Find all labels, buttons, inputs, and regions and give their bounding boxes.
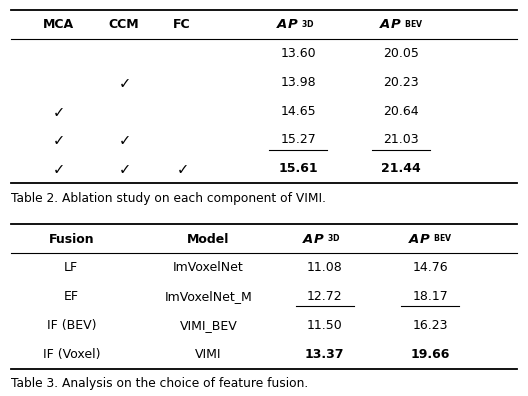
Text: 11.08: 11.08 [307, 261, 343, 274]
Text: Fusion: Fusion [49, 233, 94, 246]
Text: 20.05: 20.05 [383, 47, 419, 60]
Text: $\mathbfit{A}\mathbfit{P}$: $\mathbfit{A}\mathbfit{P}$ [379, 19, 401, 31]
Text: 21.03: 21.03 [383, 133, 419, 147]
Text: 13.37: 13.37 [305, 348, 344, 361]
Text: 14.76: 14.76 [412, 261, 448, 274]
Text: EF: EF [64, 290, 79, 303]
Text: LF: LF [64, 261, 78, 274]
Text: 15.27: 15.27 [280, 133, 316, 147]
Text: 14.65: 14.65 [280, 105, 316, 118]
Text: 21.44: 21.44 [381, 162, 421, 175]
Text: $_{\mathbf{3D}}$: $_{\mathbf{3D}}$ [327, 233, 341, 246]
Text: IF (BEV): IF (BEV) [46, 319, 96, 332]
Text: 19.66: 19.66 [411, 348, 450, 361]
Text: $\checkmark$: $\checkmark$ [176, 162, 188, 176]
Text: Model: Model [187, 233, 230, 246]
Text: $\checkmark$: $\checkmark$ [118, 162, 130, 176]
Text: ImVoxelNet_M: ImVoxelNet_M [165, 290, 252, 303]
Text: $\checkmark$: $\checkmark$ [52, 133, 64, 147]
Text: $_{\mathbf{BEV}}$: $_{\mathbf{BEV}}$ [404, 19, 423, 31]
Text: 12.72: 12.72 [307, 290, 343, 303]
Text: $\mathbfit{A}\mathbfit{P}$: $\mathbfit{A}\mathbfit{P}$ [276, 19, 298, 31]
Text: $\checkmark$: $\checkmark$ [118, 75, 130, 89]
Text: $\checkmark$: $\checkmark$ [52, 162, 64, 176]
Text: Table 2. Ablation study on each component of VIMI.: Table 2. Ablation study on each componen… [11, 192, 326, 205]
Text: 13.98: 13.98 [280, 76, 316, 89]
Text: $_{\mathbf{3D}}$: $_{\mathbf{3D}}$ [301, 19, 315, 31]
Text: MCA: MCA [43, 19, 73, 31]
Text: VIMI: VIMI [195, 348, 222, 361]
Text: 15.61: 15.61 [278, 162, 318, 175]
Text: VIMI_BEV: VIMI_BEV [180, 319, 238, 332]
Text: $_{\mathbf{BEV}}$: $_{\mathbf{BEV}}$ [433, 233, 452, 246]
Text: 16.23: 16.23 [412, 319, 448, 332]
Text: 20.23: 20.23 [383, 76, 419, 89]
Text: $\checkmark$: $\checkmark$ [52, 104, 64, 118]
Text: 20.64: 20.64 [383, 105, 419, 118]
Text: Table 3. Analysis on the choice of feature fusion.: Table 3. Analysis on the choice of featu… [11, 377, 308, 390]
Text: 18.17: 18.17 [412, 290, 448, 303]
Text: 13.60: 13.60 [280, 47, 316, 60]
Text: ImVoxelNet: ImVoxelNet [173, 261, 244, 274]
Text: CCM: CCM [109, 19, 139, 31]
Text: FC: FC [173, 19, 191, 31]
Text: IF (Voxel): IF (Voxel) [43, 348, 100, 361]
Text: $\mathbfit{A}\mathbfit{P}$: $\mathbfit{A}\mathbfit{P}$ [408, 233, 430, 246]
Text: $\checkmark$: $\checkmark$ [118, 133, 130, 147]
Text: $\mathbfit{A}\mathbfit{P}$: $\mathbfit{A}\mathbfit{P}$ [302, 233, 325, 246]
Text: 11.50: 11.50 [307, 319, 343, 332]
